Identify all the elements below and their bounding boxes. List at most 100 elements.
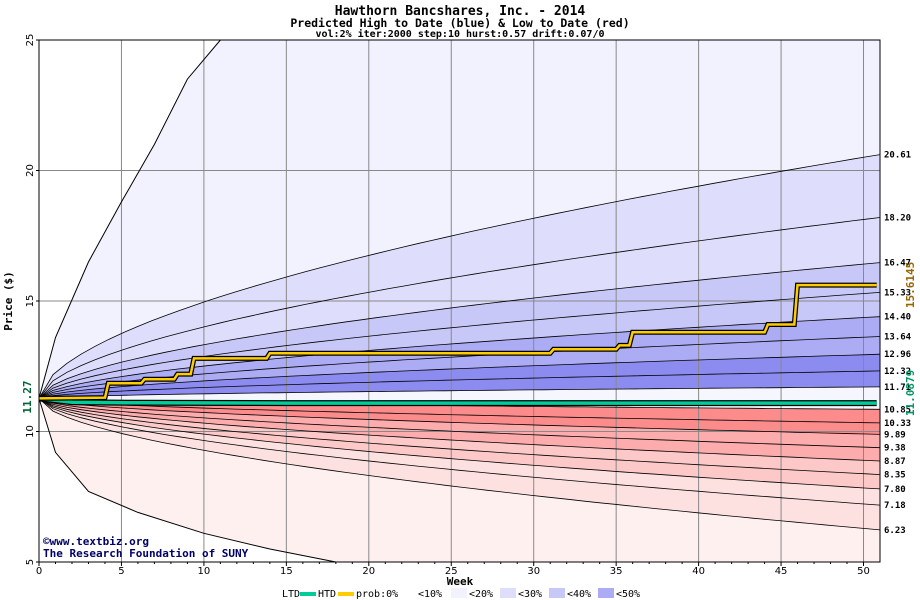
- y-tick-label-20: 20: [25, 164, 36, 177]
- chart-subtitle: Predicted High to Date (blue) & Low to D…: [290, 16, 629, 30]
- htd-line: [38, 283, 877, 400]
- band-end-label-11: 9.89: [884, 430, 906, 440]
- band-end-label-13: 8.87: [884, 457, 906, 467]
- x-tick-label-20: 20: [362, 566, 375, 577]
- band-end-label-10: 10.33: [884, 419, 911, 429]
- y-tick-label-25: 25: [25, 34, 36, 47]
- legend-item-30: <30%: [518, 589, 542, 600]
- band-end-label-2: 16.47: [884, 259, 911, 269]
- band-end-label-3: 15.33: [884, 288, 911, 298]
- legend-swatch-10: [451, 588, 467, 598]
- band-lower-2: [39, 398, 880, 448]
- lower-envelope-line: [38, 398, 336, 563]
- band-end-label-1: 18.20: [884, 213, 911, 223]
- ltd-value-label: 11.0879: [904, 370, 917, 416]
- quantile-line-4: [38, 316, 881, 399]
- chart-title: Hawthorn Bancshares, Inc. - 2014: [335, 4, 586, 19]
- band-upper-outer: [39, 40, 880, 399]
- x-tick-label-10: 10: [198, 566, 211, 577]
- band-end-label-12: 9.38: [884, 444, 906, 454]
- band-lower-3: [39, 398, 880, 461]
- band-lower-5: [39, 398, 880, 489]
- band-end-label-5: 13.64: [884, 332, 912, 342]
- quantile-line-11: [38, 398, 881, 435]
- legend-swatch-40: [598, 588, 614, 598]
- quantile-line-8: [38, 154, 881, 399]
- legend-ltd-swatch: [300, 592, 316, 596]
- legend-item-50: <50%: [616, 589, 640, 600]
- legend-prob-label: prob:0%: [356, 589, 398, 600]
- quantile-line-12: [38, 398, 881, 449]
- legend-htd-swatch: [338, 592, 354, 596]
- band-end-label-7: 12.32: [884, 367, 911, 377]
- band-end-label-15: 7.80: [884, 485, 906, 495]
- y-tick-label-15: 15: [25, 295, 36, 308]
- y-tick-label-10: 10: [25, 425, 36, 438]
- y-axis-label: Price ($): [2, 271, 15, 331]
- legend-swatch-30: [549, 588, 565, 598]
- legend-item-40: <40%: [567, 589, 591, 600]
- ltd-line: [38, 396, 877, 405]
- x-tick-label-0: 0: [36, 566, 42, 577]
- start-price-label: 11.27: [21, 380, 34, 413]
- band-upper-4: [39, 292, 880, 399]
- x-tick-label-35: 35: [610, 566, 623, 577]
- credit-org: The Research Foundation of SUNY: [43, 547, 249, 560]
- band-lower-1: [39, 398, 880, 435]
- band-lower-4: [39, 398, 880, 475]
- htd-value-label: 15.6145: [904, 262, 917, 308]
- quantile-line-2: [38, 353, 881, 399]
- x-tick-label-5: 5: [118, 566, 124, 577]
- band-end-label-14: 8.35: [884, 471, 906, 481]
- quantile-line-14: [38, 398, 881, 475]
- quantile-line-15: [38, 398, 881, 490]
- band-end-label-16: 7.18: [884, 501, 906, 511]
- y-tick-label-5: 5: [25, 559, 36, 565]
- envelope-lines: [38, 39, 336, 563]
- quantile-line-7: [38, 217, 881, 399]
- band-upper-3: [39, 316, 880, 399]
- legend-item-10: <10%: [418, 589, 442, 600]
- quantile-line-17: [38, 398, 881, 531]
- quantile-line-13: [38, 398, 881, 462]
- legend: LTD HTD prob:0% <10% <20% <30% <40% <50%: [282, 588, 640, 600]
- band-end-label-9: 10.85: [884, 405, 911, 415]
- legend-item-20: <20%: [469, 589, 493, 600]
- band-upper-2: [39, 336, 880, 399]
- band-end-label-8: 11.71: [884, 383, 911, 393]
- band-lower-outer: [39, 398, 880, 562]
- band-lower-7: [39, 398, 880, 530]
- quantile-line-10: [38, 398, 881, 424]
- quantile-line-5: [38, 292, 881, 399]
- x-tick-label-40: 40: [692, 566, 705, 577]
- legend-htd-label: HTD: [318, 589, 336, 600]
- legend-ltd-label: LTD: [282, 589, 300, 600]
- band-end-labels: 20.61 18.20 16.47 15.33 14.40 13.64 12.96 12.32…: [884, 151, 912, 536]
- band-upper-5: [39, 262, 880, 399]
- x-tick-label-45: 45: [775, 566, 788, 577]
- x-tick-label-15: 15: [280, 566, 293, 577]
- legend-swatch-20: [500, 588, 516, 598]
- band-end-label-6: 12.96: [884, 350, 911, 360]
- quantile-line-16: [38, 398, 881, 506]
- band-lower-6: [39, 398, 880, 506]
- x-axis-label: Week: [447, 575, 474, 588]
- band-upper-6: [39, 217, 880, 399]
- legend-swatch-0: [400, 588, 416, 598]
- band-upper-0: [39, 370, 880, 399]
- quantile-line-1: [38, 370, 881, 399]
- band-end-label-0: 20.61: [884, 151, 911, 161]
- band-end-label-17: 6.23: [884, 526, 906, 536]
- credit-site: ©www.textbiz.org: [43, 535, 149, 548]
- quantile-line-6: [38, 262, 881, 399]
- x-tick-label-50: 50: [857, 566, 870, 577]
- series-lines: [38, 282, 877, 407]
- band-end-label-4: 14.40: [884, 313, 911, 323]
- band-upper-1: [39, 354, 880, 399]
- x-tick-label-30: 30: [527, 566, 540, 577]
- chart-params: vol:2% iter:2000 step:10 hurst:0.57 drif…: [316, 28, 605, 40]
- x-tick-label-25: 25: [445, 566, 458, 577]
- quantile-line-0: [38, 386, 881, 399]
